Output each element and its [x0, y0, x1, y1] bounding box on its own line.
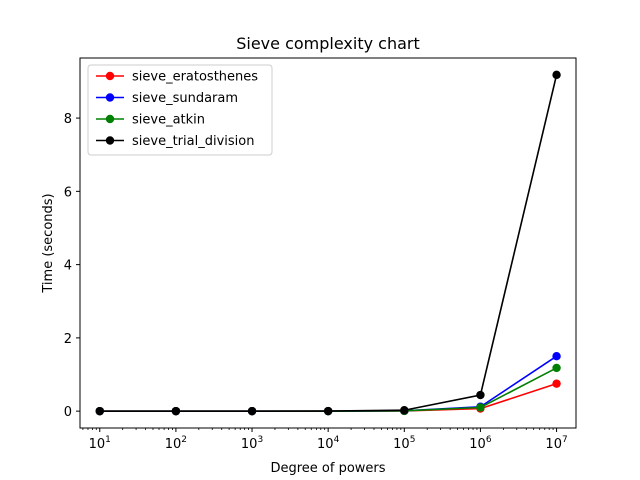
data-point-sieve_trial_division: [171, 406, 181, 416]
x-tick-label: 103: [241, 435, 263, 452]
x-tick-label-base: 10: [393, 437, 410, 452]
data-point-sieve_atkin: [552, 363, 561, 373]
y-axis-label: Time (seconds): [41, 193, 56, 293]
legend-label: sieve_eratosthenes: [132, 70, 258, 85]
x-tick-label: 105: [393, 435, 415, 452]
x-tick-label-exponent: 3: [257, 435, 263, 445]
x-tick-label-base: 10: [89, 437, 106, 452]
y-tick-label: 0: [64, 405, 72, 420]
legend-label: sieve_atkin: [132, 113, 205, 128]
x-tick-label: 107: [545, 435, 567, 452]
x-tick-label-base: 10: [165, 437, 182, 452]
x-tick-label-base: 10: [469, 437, 486, 452]
legend-box: [87, 64, 273, 156]
data-point-sieve_trial_division: [247, 406, 257, 416]
data-point-sieve_atkin: [476, 403, 485, 412]
x-tick-label: 101: [89, 435, 111, 452]
x-tick-label: 106: [469, 435, 492, 452]
x-tick-label-base: 10: [545, 437, 562, 452]
plot-marks: [95, 70, 561, 416]
x-tick-label-exponent: 7: [562, 435, 568, 445]
data-point-sieve_trial_division: [95, 406, 104, 416]
x-tick-label-exponent: 6: [486, 435, 492, 445]
x-tick-label-exponent: 2: [181, 435, 187, 445]
legend-label: sieve_sundaram: [132, 91, 238, 106]
legend-marker: [105, 71, 115, 81]
legend: sieve_eratosthenes sieve_sundaram sieve_at…: [87, 64, 273, 156]
y-tick-label: 4: [64, 259, 72, 274]
x-tick-label: 102: [165, 435, 187, 452]
x-axis-label: Degree of powers: [270, 461, 385, 476]
y-tick-label: 2: [64, 332, 72, 347]
data-point-sieve_sundaram: [552, 351, 561, 361]
data-point-sieve_trial_division: [323, 406, 333, 416]
x-tick-label-base: 10: [241, 437, 258, 452]
data-point-sieve_trial_division: [552, 70, 561, 80]
y-tick-label: 6: [64, 185, 72, 200]
legend-label: sieve_trial_division: [132, 134, 254, 149]
data-point-sieve_trial_division: [400, 406, 409, 415]
legend-marker: [105, 114, 115, 124]
x-tick-label-exponent: 4: [334, 435, 340, 445]
data-point-sieve_eratosthenes: [552, 379, 561, 388]
legend-marker: [105, 93, 115, 102]
x-tick-label: 104: [317, 435, 340, 452]
data-point-sieve_trial_division: [476, 390, 485, 400]
y-tick-label: 8: [64, 112, 72, 127]
x-tick-label-exponent: 5: [410, 435, 416, 445]
x-tick-label-base: 10: [317, 437, 334, 452]
x-axis: 101 102 103 104 105 106 107: [82, 428, 568, 452]
x-tick-label-exponent: 1: [105, 435, 111, 445]
y-axis: 0 2 4 6 8: [64, 112, 80, 420]
legend-marker: [105, 136, 115, 145]
chart-title: Sieve complexity chart: [236, 34, 420, 53]
series-line-sieve_atkin: [99, 367, 557, 412]
